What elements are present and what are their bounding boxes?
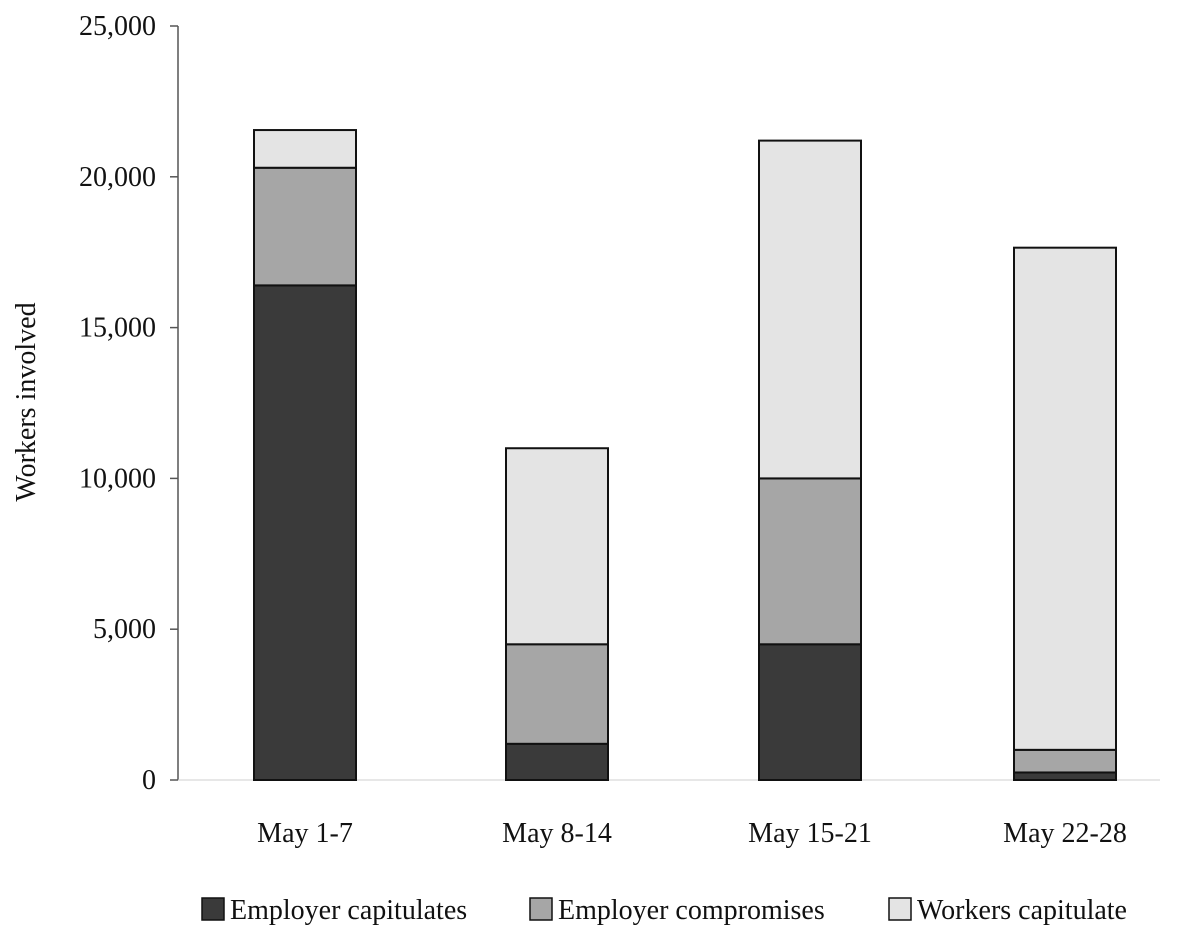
bar-segment <box>505 643 609 745</box>
legend-swatch <box>529 897 553 921</box>
y-tick-label: 25,000 <box>79 11 156 42</box>
y-tick-label: 15,000 <box>79 313 156 344</box>
legend-swatch <box>201 897 225 921</box>
x-tick-label: May 15-21 <box>748 818 872 849</box>
bars-group <box>253 129 1117 782</box>
x-axis-labels: May 1-7 May 8-14 May 15-21 May 22-28 <box>257 818 1127 849</box>
bar-segment <box>1013 246 1117 751</box>
bar-segment <box>758 477 862 646</box>
y-tick-label: 20,000 <box>79 162 156 193</box>
y-tick-label: 0 <box>142 765 156 796</box>
legend-swatch <box>888 897 912 921</box>
legend: Employer capitulates Employer compromises… <box>201 895 1127 926</box>
x-tick-label: May 1-7 <box>257 818 353 849</box>
bar-segment <box>253 284 357 781</box>
bar-segment <box>505 742 609 781</box>
x-tick-label: May 8-14 <box>502 818 612 849</box>
y-axis-ticks: 0 5,000 10,000 15,000 20,000 25,000 <box>79 11 178 796</box>
x-tick-label: May 22-28 <box>1003 818 1127 849</box>
bar-segment <box>253 129 357 169</box>
bar-segment <box>253 166 357 287</box>
legend-label: Employer capitulates <box>230 895 467 926</box>
legend-label: Workers capitulate <box>917 895 1127 926</box>
bar-segment <box>1013 748 1117 774</box>
bar-segment <box>758 139 862 480</box>
bar-segment <box>505 447 609 646</box>
y-tick-label: 5,000 <box>93 614 156 645</box>
y-tick-label: 10,000 <box>79 463 156 494</box>
y-axis-title: Workers involved <box>11 302 42 501</box>
bar-segment <box>758 643 862 782</box>
legend-label: Employer compromises <box>558 895 825 926</box>
bar-segment <box>1013 771 1117 782</box>
